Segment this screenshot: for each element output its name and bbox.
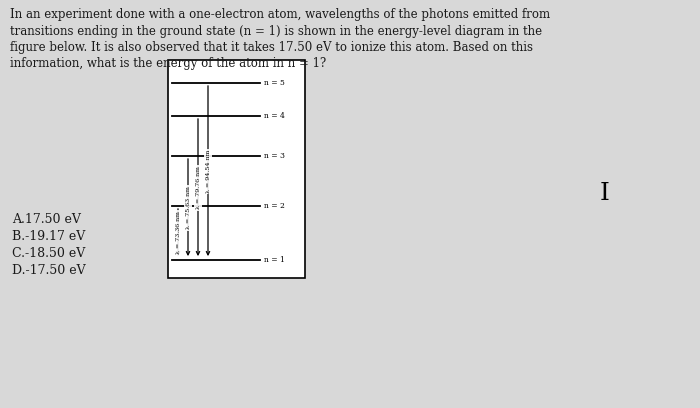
Text: A.17.50 eV: A.17.50 eV xyxy=(12,213,81,226)
Text: information, what is the energy of the atom in n = 1?: information, what is the energy of the a… xyxy=(10,58,326,71)
Text: I: I xyxy=(600,182,610,204)
Text: λ = 79.76 nm: λ = 79.76 nm xyxy=(195,166,200,209)
Text: λ = 73.36 nm: λ = 73.36 nm xyxy=(176,212,181,255)
Text: λ = 75.63 nm: λ = 75.63 nm xyxy=(186,186,190,229)
Text: n = 4: n = 4 xyxy=(264,112,285,120)
Text: In an experiment done with a one-electron atom, wavelengths of the photons emitt: In an experiment done with a one-electro… xyxy=(10,8,550,21)
Text: n = 5: n = 5 xyxy=(264,79,285,87)
Text: n = 1: n = 1 xyxy=(264,256,285,264)
Text: D.-17.50 eV: D.-17.50 eV xyxy=(12,264,85,277)
Text: n = 3: n = 3 xyxy=(264,152,285,160)
Text: B.-19.17 eV: B.-19.17 eV xyxy=(12,230,85,243)
Bar xyxy=(168,60,305,278)
Text: n = 2: n = 2 xyxy=(264,202,285,210)
Text: figure below. It is also observed that it takes 17.50 eV to ionize this atom. Ba: figure below. It is also observed that i… xyxy=(10,41,533,54)
Text: C.-18.50 eV: C.-18.50 eV xyxy=(12,247,85,260)
Text: transitions ending in the ground state (n = 1) is shown in the energy-level diag: transitions ending in the ground state (… xyxy=(10,24,542,38)
Text: λ = 94.54 nm: λ = 94.54 nm xyxy=(206,150,211,193)
